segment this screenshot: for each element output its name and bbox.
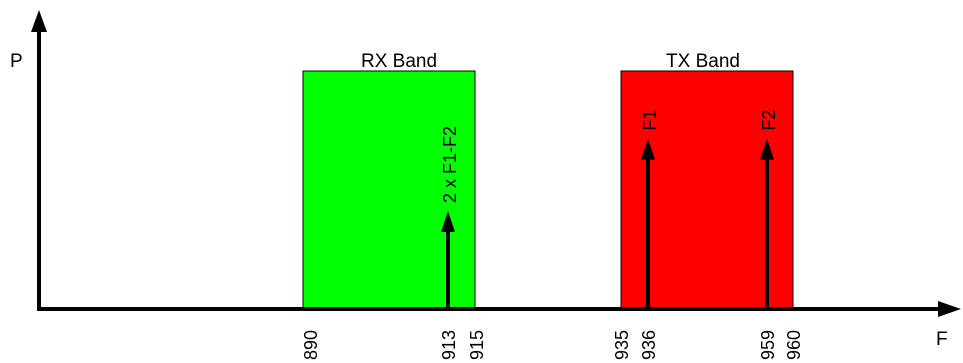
x-axis-arrowhead — [938, 301, 961, 317]
signal-f2-arrowhead — [760, 138, 774, 160]
signal-f2-label: F2 — [759, 110, 779, 131]
y-axis-label: P — [10, 51, 23, 72]
rx-band-label: RX Band — [361, 51, 437, 72]
tick-label-913: 913 — [439, 330, 459, 360]
signal-f1-label: F1 — [640, 110, 660, 131]
x-axis-label: F — [936, 329, 948, 350]
signal-f1: F1 — [640, 110, 660, 309]
signal-f2: F2 — [759, 110, 779, 309]
tick-label-959: 959 — [758, 330, 778, 360]
tick-label-890: 890 — [301, 330, 321, 360]
signal-2xf1-f2-arrowhead — [441, 211, 455, 233]
signal-2xf1-f2: 2 x F1-F2 — [440, 126, 460, 309]
tick-label-915: 915 — [467, 330, 487, 360]
tick-label-960: 960 — [784, 330, 804, 360]
tick-label-935: 935 — [612, 330, 632, 360]
signal-2xf1-f2-label: 2 x F1-F2 — [440, 126, 460, 203]
signal-f1-arrowhead — [641, 138, 655, 160]
y-axis-arrowhead — [31, 10, 47, 32]
tx-band-label: TX Band — [666, 51, 740, 72]
tick-label-936: 936 — [639, 330, 659, 360]
